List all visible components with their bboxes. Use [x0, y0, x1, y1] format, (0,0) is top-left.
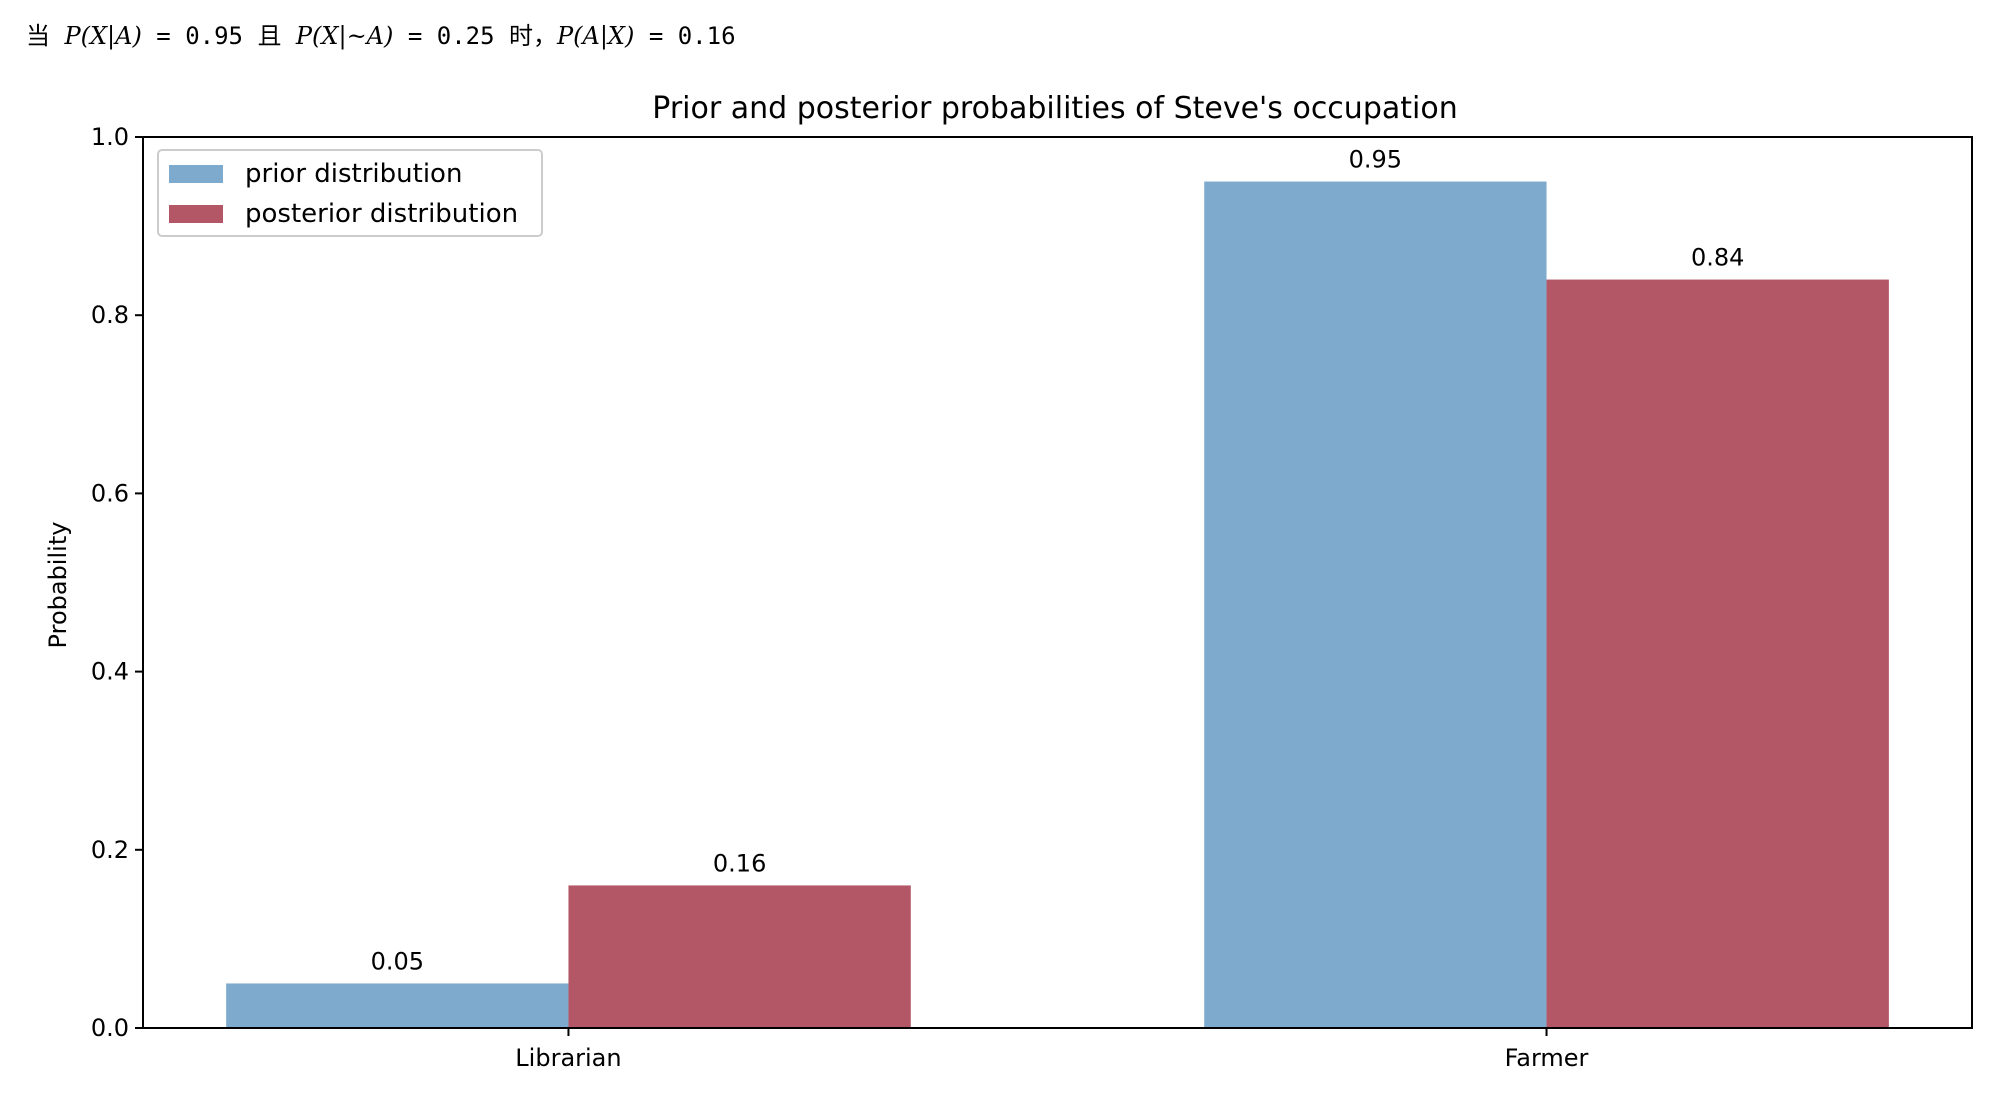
- bar-value-label: 0.05: [371, 947, 424, 975]
- y-tick-label: 0.2: [91, 836, 129, 864]
- bar: [1204, 181, 1547, 1029]
- bar-labels-layer: 0.05 0.95 0.16 0.84: [371, 146, 1745, 976]
- y-tick-label: 0.4: [91, 658, 129, 686]
- chart-title: Prior and posterior probabilities of Ste…: [652, 91, 1457, 126]
- legend-label: prior distribution: [245, 159, 462, 189]
- legend-box: [157, 149, 543, 237]
- x-axis: Librarian Farmer: [515, 1028, 1589, 1072]
- y-axis-label: Probability: [44, 522, 72, 649]
- bar: [568, 885, 911, 1028]
- caption-text: 时，: [508, 22, 557, 50]
- caption-text: 当: [26, 22, 50, 50]
- x-tick-label: Librarian: [515, 1044, 621, 1072]
- legend-label: posterior distribution: [245, 199, 518, 229]
- y-tick-label: 0.0: [91, 1014, 129, 1042]
- caption-value: = 0.25: [393, 22, 509, 50]
- caption-formula: P(X|~A): [295, 22, 394, 50]
- bar: [1546, 279, 1889, 1028]
- x-tick-label: Farmer: [1505, 1044, 1589, 1072]
- y-axis: 0.0 0.2 0.4 0.6 0.8 1.0: [91, 123, 143, 1042]
- bars-layer: [226, 181, 1889, 1029]
- legend-swatch: [169, 165, 223, 183]
- bar-value-label: 0.16: [713, 849, 766, 877]
- y-tick-label: 0.6: [91, 479, 129, 507]
- formula-caption: 当 P(X|A) = 0.95 且 P(X|~A) = 0.25 时，P(A|X…: [26, 14, 736, 58]
- caption-text: 且: [257, 22, 282, 50]
- bar: [226, 983, 569, 1028]
- caption-value: = 0.95: [141, 22, 258, 50]
- bar-value-label: 0.84: [1691, 244, 1744, 272]
- caption-formula: P(A|X): [556, 22, 635, 50]
- plot-frame: [142, 136, 1973, 1029]
- bar-value-label: 0.95: [1349, 146, 1402, 174]
- y-tick-label: 1.0: [91, 123, 129, 151]
- caption-value: = 0.16: [634, 22, 736, 50]
- legend-swatch: [169, 205, 223, 223]
- legend: prior distribution posterior distribution: [157, 149, 543, 237]
- y-tick-label: 0.8: [91, 301, 129, 329]
- caption-formula: P(X|A): [64, 22, 142, 50]
